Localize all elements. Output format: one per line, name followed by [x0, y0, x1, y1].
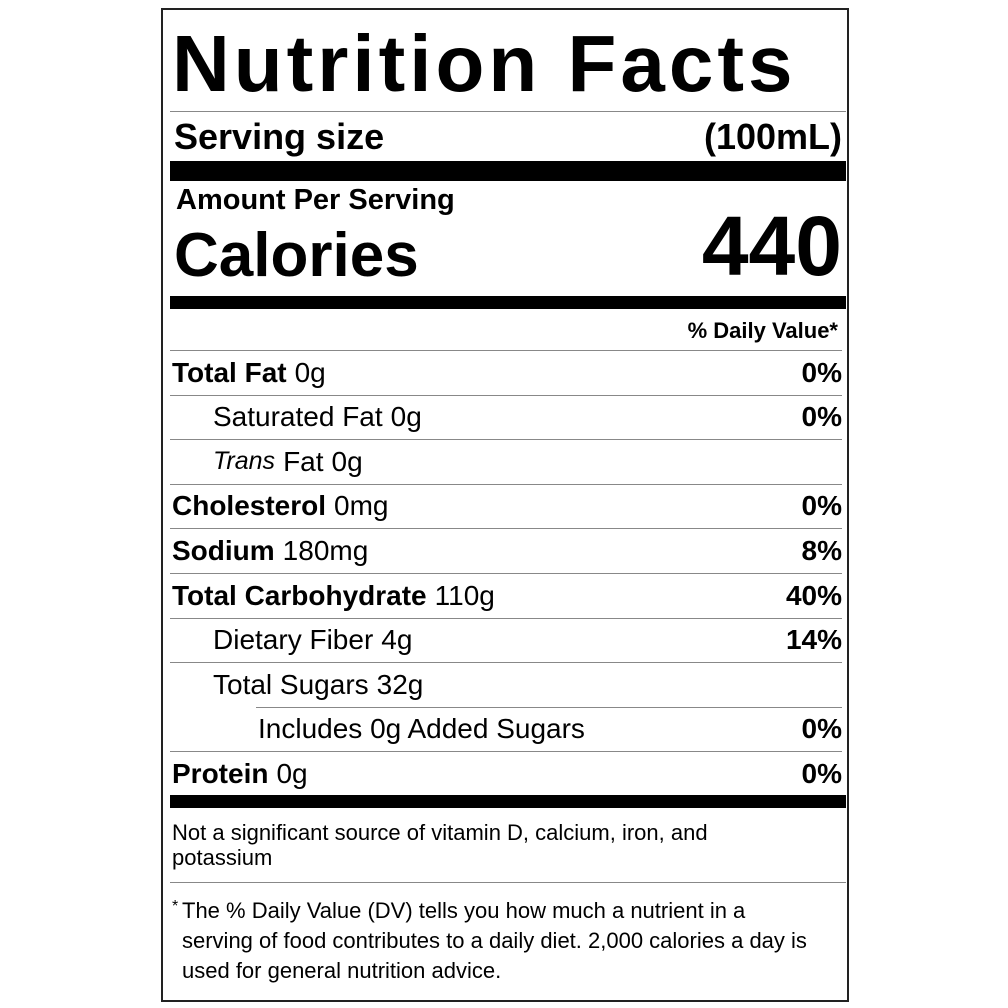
nutrient-amount: 0g — [294, 356, 326, 388]
nutrient-amount: 4g — [381, 624, 413, 656]
nutrient-name: Total Fat — [172, 356, 287, 388]
nutrient-amount: 0g — [390, 401, 422, 433]
nutrient-amount: 110g — [434, 579, 495, 611]
daily-value: 0% — [801, 356, 842, 388]
note: Not a significant source of vitamin D, c… — [172, 820, 708, 870]
daily-value: 40% — [785, 579, 842, 611]
calories-value: 440 — [701, 199, 842, 293]
daily-value: 0% — [801, 713, 842, 745]
nutrient-amount: 0g — [276, 757, 308, 789]
nutrient-prefix: Trans — [213, 447, 276, 476]
nutrient-row: Total Sugars 32g — [170, 662, 842, 706]
nutrient-name: Total Carbohydrate — [172, 579, 427, 611]
footnote: The % Daily Value (DV) tells you how muc… — [182, 898, 807, 983]
daily-value: 0% — [801, 757, 842, 789]
nutrient-row: Dietary Fiber 4g 14% — [170, 617, 842, 662]
nutrient-name: Includes 0g Added Sugars — [258, 713, 585, 745]
serving-value: (100mL) — [703, 116, 842, 157]
nutrient-name: Cholesterol — [172, 490, 327, 522]
nutrient-row: Includes 0g Added Sugars 0% — [256, 706, 842, 751]
daily-value: 0% — [801, 490, 842, 522]
serving-label: Serving size — [174, 116, 385, 157]
rule-thick — [170, 296, 846, 309]
nutrient-row: Trans Fat 0g — [170, 439, 842, 483]
daily-value: 8% — [801, 534, 842, 566]
nutrient-name: Dietary Fiber — [213, 624, 374, 656]
nutrient-row: Cholesterol 0mg 0% — [170, 483, 842, 528]
nutrient-amount: 32g — [376, 668, 424, 700]
calories-label: Calories — [174, 221, 419, 290]
nutrient-row: Total Carbohydrate 110g 40% — [170, 573, 842, 617]
daily-value: 0% — [801, 401, 842, 433]
nutrient-name: Saturated Fat — [213, 401, 383, 433]
nutrient-name: Fat — [283, 445, 324, 477]
nutrient-row: Saturated Fat 0g 0% — [170, 394, 842, 439]
rule-thick — [170, 795, 846, 808]
nutrient-amount: 0g — [331, 445, 363, 477]
label-frame — [161, 8, 849, 1002]
title: Nutrition Facts — [172, 19, 797, 108]
nutrient-name: Total Sugars — [213, 668, 369, 700]
nutrient-amount: 0mg — [334, 490, 389, 522]
nutrient-row: Total Fat 0g 0% — [170, 350, 842, 394]
daily-value-header: % Daily Value* — [687, 318, 838, 343]
rule — [170, 882, 846, 883]
nutrient-amount: 180mg — [282, 534, 369, 566]
nutrient-name: Protein — [172, 757, 269, 789]
nutrient-row: Sodium 180mg 8% — [170, 528, 842, 572]
daily-value: 14% — [785, 624, 842, 656]
rule — [170, 111, 846, 112]
footnote-marker: * — [172, 898, 179, 915]
nutrient-row: Protein 0g 0% — [170, 751, 842, 795]
rule-thick — [170, 161, 846, 181]
amount-header: Amount Per Serving — [176, 184, 455, 216]
nutrient-name: Sodium — [172, 534, 275, 566]
